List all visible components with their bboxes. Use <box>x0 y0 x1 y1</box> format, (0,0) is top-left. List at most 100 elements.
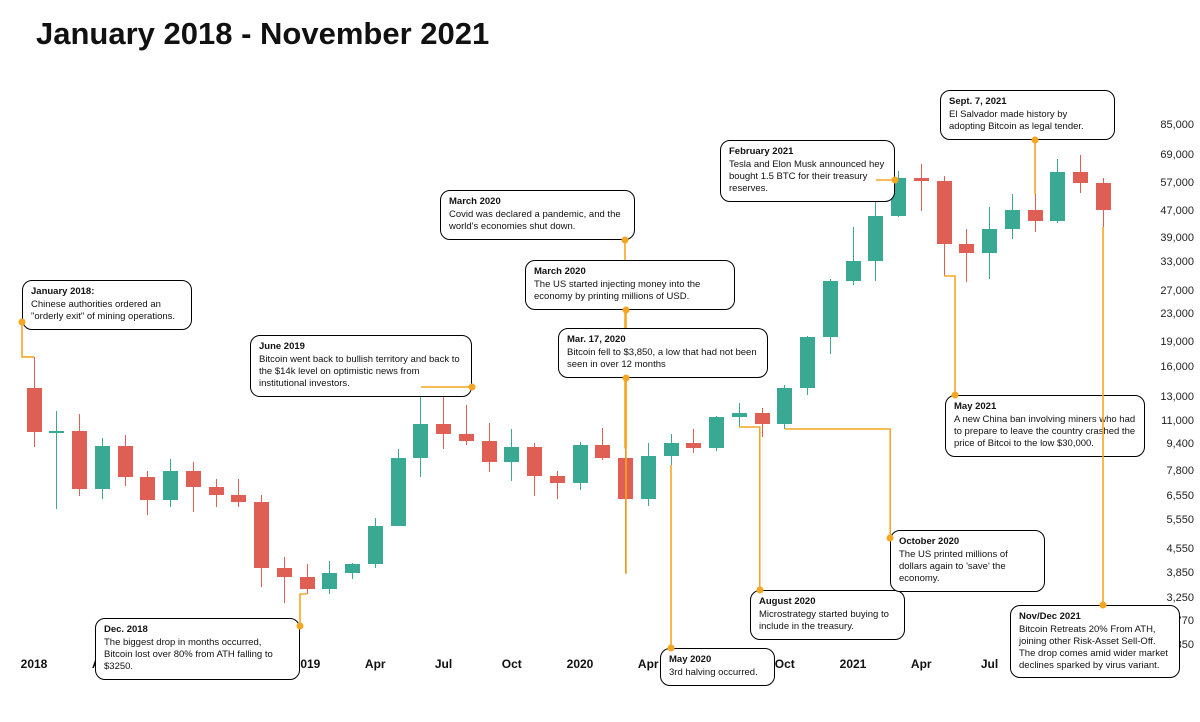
y-tick-label: 11,000 <box>1161 415 1194 427</box>
callout-head: May 2020 <box>669 654 766 666</box>
leader-line <box>940 272 959 399</box>
callout-may2021: May 2021A new China ban involving miners… <box>945 395 1145 457</box>
callout-head: March 2020 <box>534 266 726 278</box>
y-tick-label: 4,550 <box>1166 543 1194 555</box>
candle-wick <box>193 462 194 511</box>
candle-body <box>1073 172 1088 183</box>
leader-dot <box>952 392 959 399</box>
leader-dot <box>668 645 675 652</box>
callout-body: The US started injecting money into the … <box>534 279 700 302</box>
y-tick-label: 69,000 <box>1160 149 1194 161</box>
callout-head: October 2020 <box>899 536 1036 548</box>
leader-dot <box>297 623 304 630</box>
candle-body <box>982 229 997 254</box>
y-tick-label: 39,000 <box>1160 232 1194 244</box>
candle-body <box>868 216 883 261</box>
candle-body <box>231 495 246 502</box>
candle-body <box>732 413 747 417</box>
candle-body <box>777 388 792 424</box>
callout-head: Sept. 7, 2021 <box>949 96 1106 108</box>
callout-body: Chinese authorities ordered an "orderly … <box>31 299 175 322</box>
leader-dot <box>1100 602 1107 609</box>
candle-wick <box>966 229 967 281</box>
callout-sep2021: Sept. 7, 2021El Salvador made history by… <box>940 90 1115 140</box>
callout-head: June 2019 <box>259 341 463 353</box>
candle-wick <box>56 411 57 509</box>
leader-dot <box>469 384 476 391</box>
leader-dot <box>622 236 629 243</box>
candle-body <box>49 431 64 433</box>
candle-body <box>322 573 337 589</box>
callout-feb2021: February 2021Tesla and Elon Musk announc… <box>720 140 895 202</box>
y-tick-label: 7,800 <box>1166 465 1194 477</box>
leader-dot <box>622 306 629 313</box>
leader-dot <box>887 535 894 542</box>
callout-head: January 2018: <box>31 286 183 298</box>
candle-body <box>664 443 679 456</box>
leader-dot <box>19 318 26 325</box>
callout-head: Dec. 2018 <box>104 624 291 636</box>
candle-wick <box>443 395 444 449</box>
callout-body: Bitcoin Retreats 20% From ATH, joining o… <box>1019 624 1168 671</box>
candle-body <box>846 261 861 280</box>
candle-body <box>550 476 565 483</box>
callout-head: May 2021 <box>954 401 1136 413</box>
candle-body <box>527 447 542 476</box>
candle-body <box>755 413 770 424</box>
callout-mar2020b: March 2020The US started injecting money… <box>525 260 735 310</box>
callout-head: February 2021 <box>729 146 886 158</box>
candle-body <box>209 487 224 496</box>
candle-body <box>482 441 497 462</box>
candle-wick <box>921 164 922 211</box>
x-tick-label: 2018 <box>21 657 48 671</box>
candle-body <box>391 458 406 526</box>
candle-body <box>345 564 360 573</box>
leader-line <box>735 423 764 594</box>
candle-body <box>641 456 656 499</box>
y-tick-label: 23,000 <box>1160 308 1194 320</box>
leader-line <box>417 383 476 391</box>
candle-body <box>118 446 133 477</box>
candle-body <box>1050 172 1065 221</box>
candle-body <box>1028 210 1043 221</box>
callout-body: Tesla and Elon Musk announced hey bought… <box>729 159 884 194</box>
callout-dec2018: Dec. 2018The biggest drop in months occu… <box>95 618 300 680</box>
candle-body <box>573 445 588 483</box>
y-tick-label: 27,000 <box>1160 285 1194 297</box>
candle-body <box>368 526 383 565</box>
callout-aug2020: August 2020Microstrategy started buying … <box>750 590 905 640</box>
y-tick-label: 9,400 <box>1166 438 1194 450</box>
candle-body <box>27 388 42 432</box>
candle-body <box>459 434 474 441</box>
y-tick-label: 5,550 <box>1166 514 1194 526</box>
callout-body: 3rd halving occurred. <box>669 667 758 678</box>
y-tick-label: 6,550 <box>1166 490 1194 502</box>
candle-body <box>686 443 701 448</box>
leader-dot <box>757 587 764 594</box>
callout-mar17: Mar. 17, 2020Bitcoin fell to $3,850, a l… <box>558 328 768 378</box>
candle-body <box>1096 183 1111 210</box>
y-tick-label: 3,850 <box>1166 567 1194 579</box>
candle-body <box>436 424 451 434</box>
x-tick-label: 2020 <box>567 657 594 671</box>
candle-body <box>914 178 929 181</box>
candle-body <box>595 445 610 458</box>
x-tick-label: 2021 <box>840 657 867 671</box>
callout-head: August 2020 <box>759 596 896 608</box>
leader-line <box>781 425 894 542</box>
leader-line <box>667 461 675 652</box>
candle-body <box>95 446 110 489</box>
callout-oct2020: October 2020The US printed millions of d… <box>890 530 1045 592</box>
y-tick-label: 13,000 <box>1160 391 1194 403</box>
x-tick-label: Oct <box>775 657 795 671</box>
callout-body: A new China ban involving miners who had… <box>954 414 1135 449</box>
leader-dot <box>892 176 899 183</box>
candle-body <box>186 471 201 487</box>
candle-body <box>823 281 838 337</box>
callout-jan2018: January 2018:Chinese authorities ordered… <box>22 280 192 330</box>
candle-body <box>959 244 974 253</box>
y-tick-label: 57,000 <box>1160 177 1194 189</box>
leader-line <box>622 374 630 578</box>
callout-body: The biggest drop in months occurred, Bit… <box>104 637 273 672</box>
callout-head: Nov/Dec 2021 <box>1019 611 1171 623</box>
